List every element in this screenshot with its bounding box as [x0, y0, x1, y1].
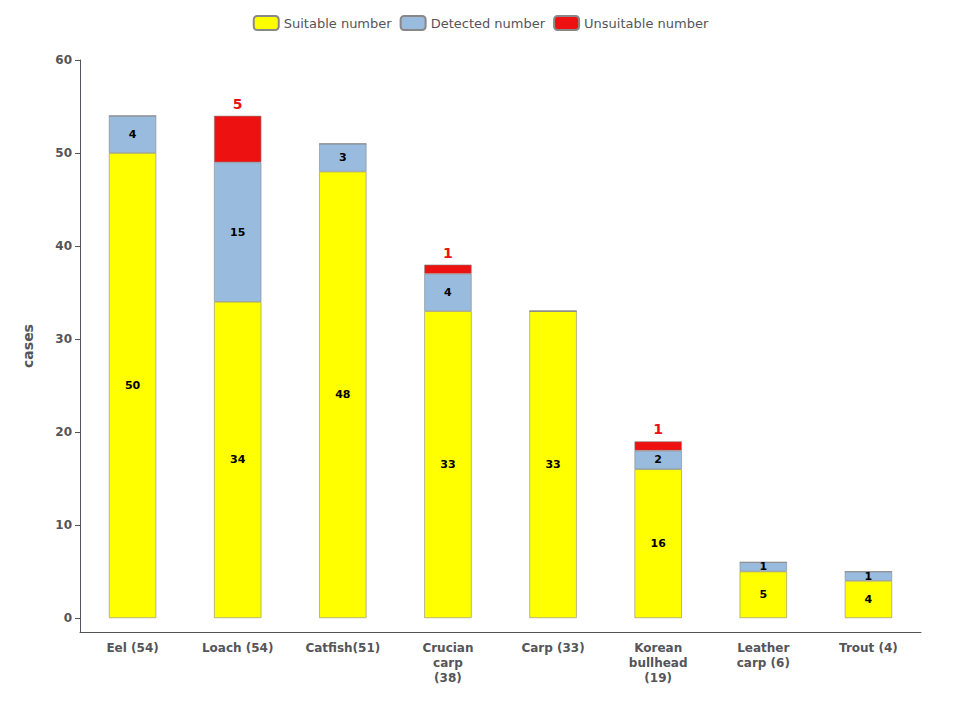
svg-text:(19): (19): [644, 671, 672, 685]
svg-text:50: 50: [55, 146, 72, 160]
svg-text:Crucian: Crucian: [422, 641, 473, 655]
svg-text:1: 1: [653, 421, 663, 437]
svg-text:Carp (33): Carp (33): [521, 641, 584, 655]
svg-text:50: 50: [125, 379, 141, 392]
svg-text:33: 33: [545, 458, 560, 471]
svg-text:(38): (38): [434, 671, 462, 685]
svg-text:Leather: Leather: [737, 641, 789, 655]
svg-text:Suitable number: Suitable number: [284, 16, 393, 31]
svg-text:5: 5: [759, 588, 767, 601]
svg-text:2: 2: [654, 453, 662, 466]
svg-text:carp (6): carp (6): [737, 656, 790, 670]
svg-text:16: 16: [651, 537, 667, 550]
svg-text:Unsuitable number: Unsuitable number: [584, 16, 709, 31]
svg-text:3: 3: [339, 151, 347, 164]
svg-text:10: 10: [55, 518, 72, 532]
svg-text:60: 60: [55, 53, 72, 67]
svg-text:1: 1: [865, 570, 873, 583]
svg-text:33: 33: [440, 458, 455, 471]
svg-text:1: 1: [759, 560, 767, 573]
svg-text:Korean: Korean: [634, 641, 682, 655]
svg-text:cases: cases: [20, 324, 36, 368]
svg-text:bullhead: bullhead: [629, 656, 688, 670]
svg-text:34: 34: [230, 453, 246, 466]
svg-text:0: 0: [64, 611, 72, 625]
svg-text:48: 48: [335, 388, 350, 401]
svg-text:5: 5: [233, 96, 243, 112]
svg-text:40: 40: [55, 239, 72, 253]
svg-text:Loach (54): Loach (54): [202, 641, 274, 655]
svg-text:carp: carp: [433, 656, 463, 670]
svg-text:20: 20: [55, 425, 72, 439]
svg-text:Trout (4): Trout (4): [839, 641, 898, 655]
svg-text:15: 15: [230, 226, 245, 239]
svg-text:Detected number: Detected number: [431, 16, 546, 31]
svg-text:1: 1: [443, 245, 453, 261]
svg-text:4: 4: [444, 286, 452, 299]
svg-text:4: 4: [129, 128, 137, 141]
svg-text:30: 30: [55, 332, 72, 346]
svg-text:Catfish(51): Catfish(51): [305, 641, 380, 655]
svg-text:4: 4: [865, 593, 873, 606]
svg-text:Eel (54): Eel (54): [106, 641, 158, 655]
